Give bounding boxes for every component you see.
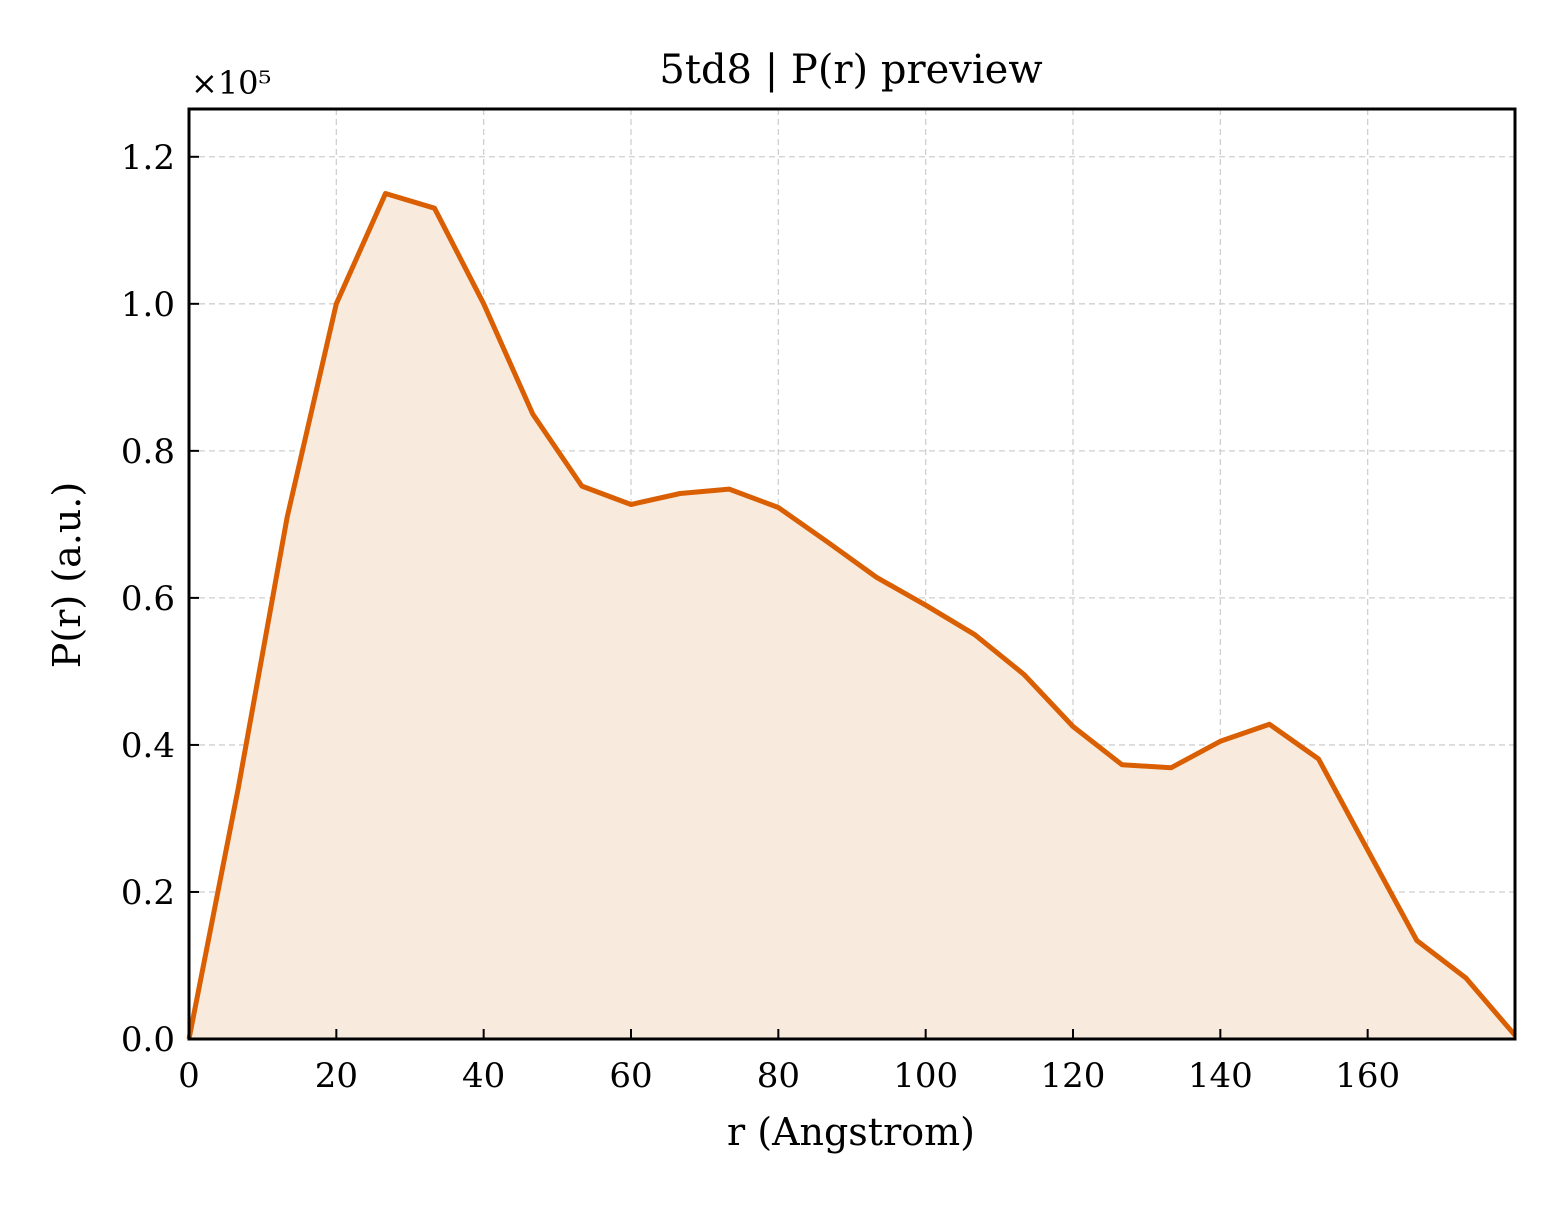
- x-tick-label: 80: [757, 1056, 800, 1096]
- axis-ticks: 0 20 40 60 80 100 120 140 160 0.0 0.2 0.4 0.6 0.8 1.0 1…: [121, 138, 1400, 1096]
- y-tick-label: 0.2: [121, 873, 175, 913]
- series-line: [186, 191, 1517, 1040]
- x-tick-label: 160: [1335, 1056, 1400, 1096]
- y-tick-label: 0.4: [121, 726, 175, 766]
- y-tick-label: 0.6: [121, 579, 175, 619]
- y-offset-label: ×10⁵: [191, 64, 271, 102]
- x-tick-label: 40: [462, 1056, 505, 1096]
- x-axis-label: r (Angstrom): [727, 1110, 975, 1154]
- chart-title: 5td8 | P(r) preview: [659, 47, 1042, 93]
- x-tick-label: 60: [609, 1056, 652, 1096]
- x-tick-label: 20: [315, 1056, 358, 1096]
- plot-frame: [187, 107, 1517, 1041]
- y-axis-label: P(r) (a.u.): [45, 482, 89, 668]
- y-tick-label: 1.0: [121, 285, 175, 325]
- x-tick-label: 0: [178, 1056, 200, 1096]
- y-tick-label: 1.2: [121, 138, 175, 178]
- y-tick-label: 0.0: [121, 1020, 175, 1060]
- area-fill: [189, 193, 1515, 1039]
- y-tick-label: 0.8: [121, 432, 175, 472]
- x-tick-label: 140: [1188, 1056, 1253, 1096]
- x-tick-label: 120: [1041, 1056, 1106, 1096]
- x-tick-label: 100: [893, 1056, 958, 1096]
